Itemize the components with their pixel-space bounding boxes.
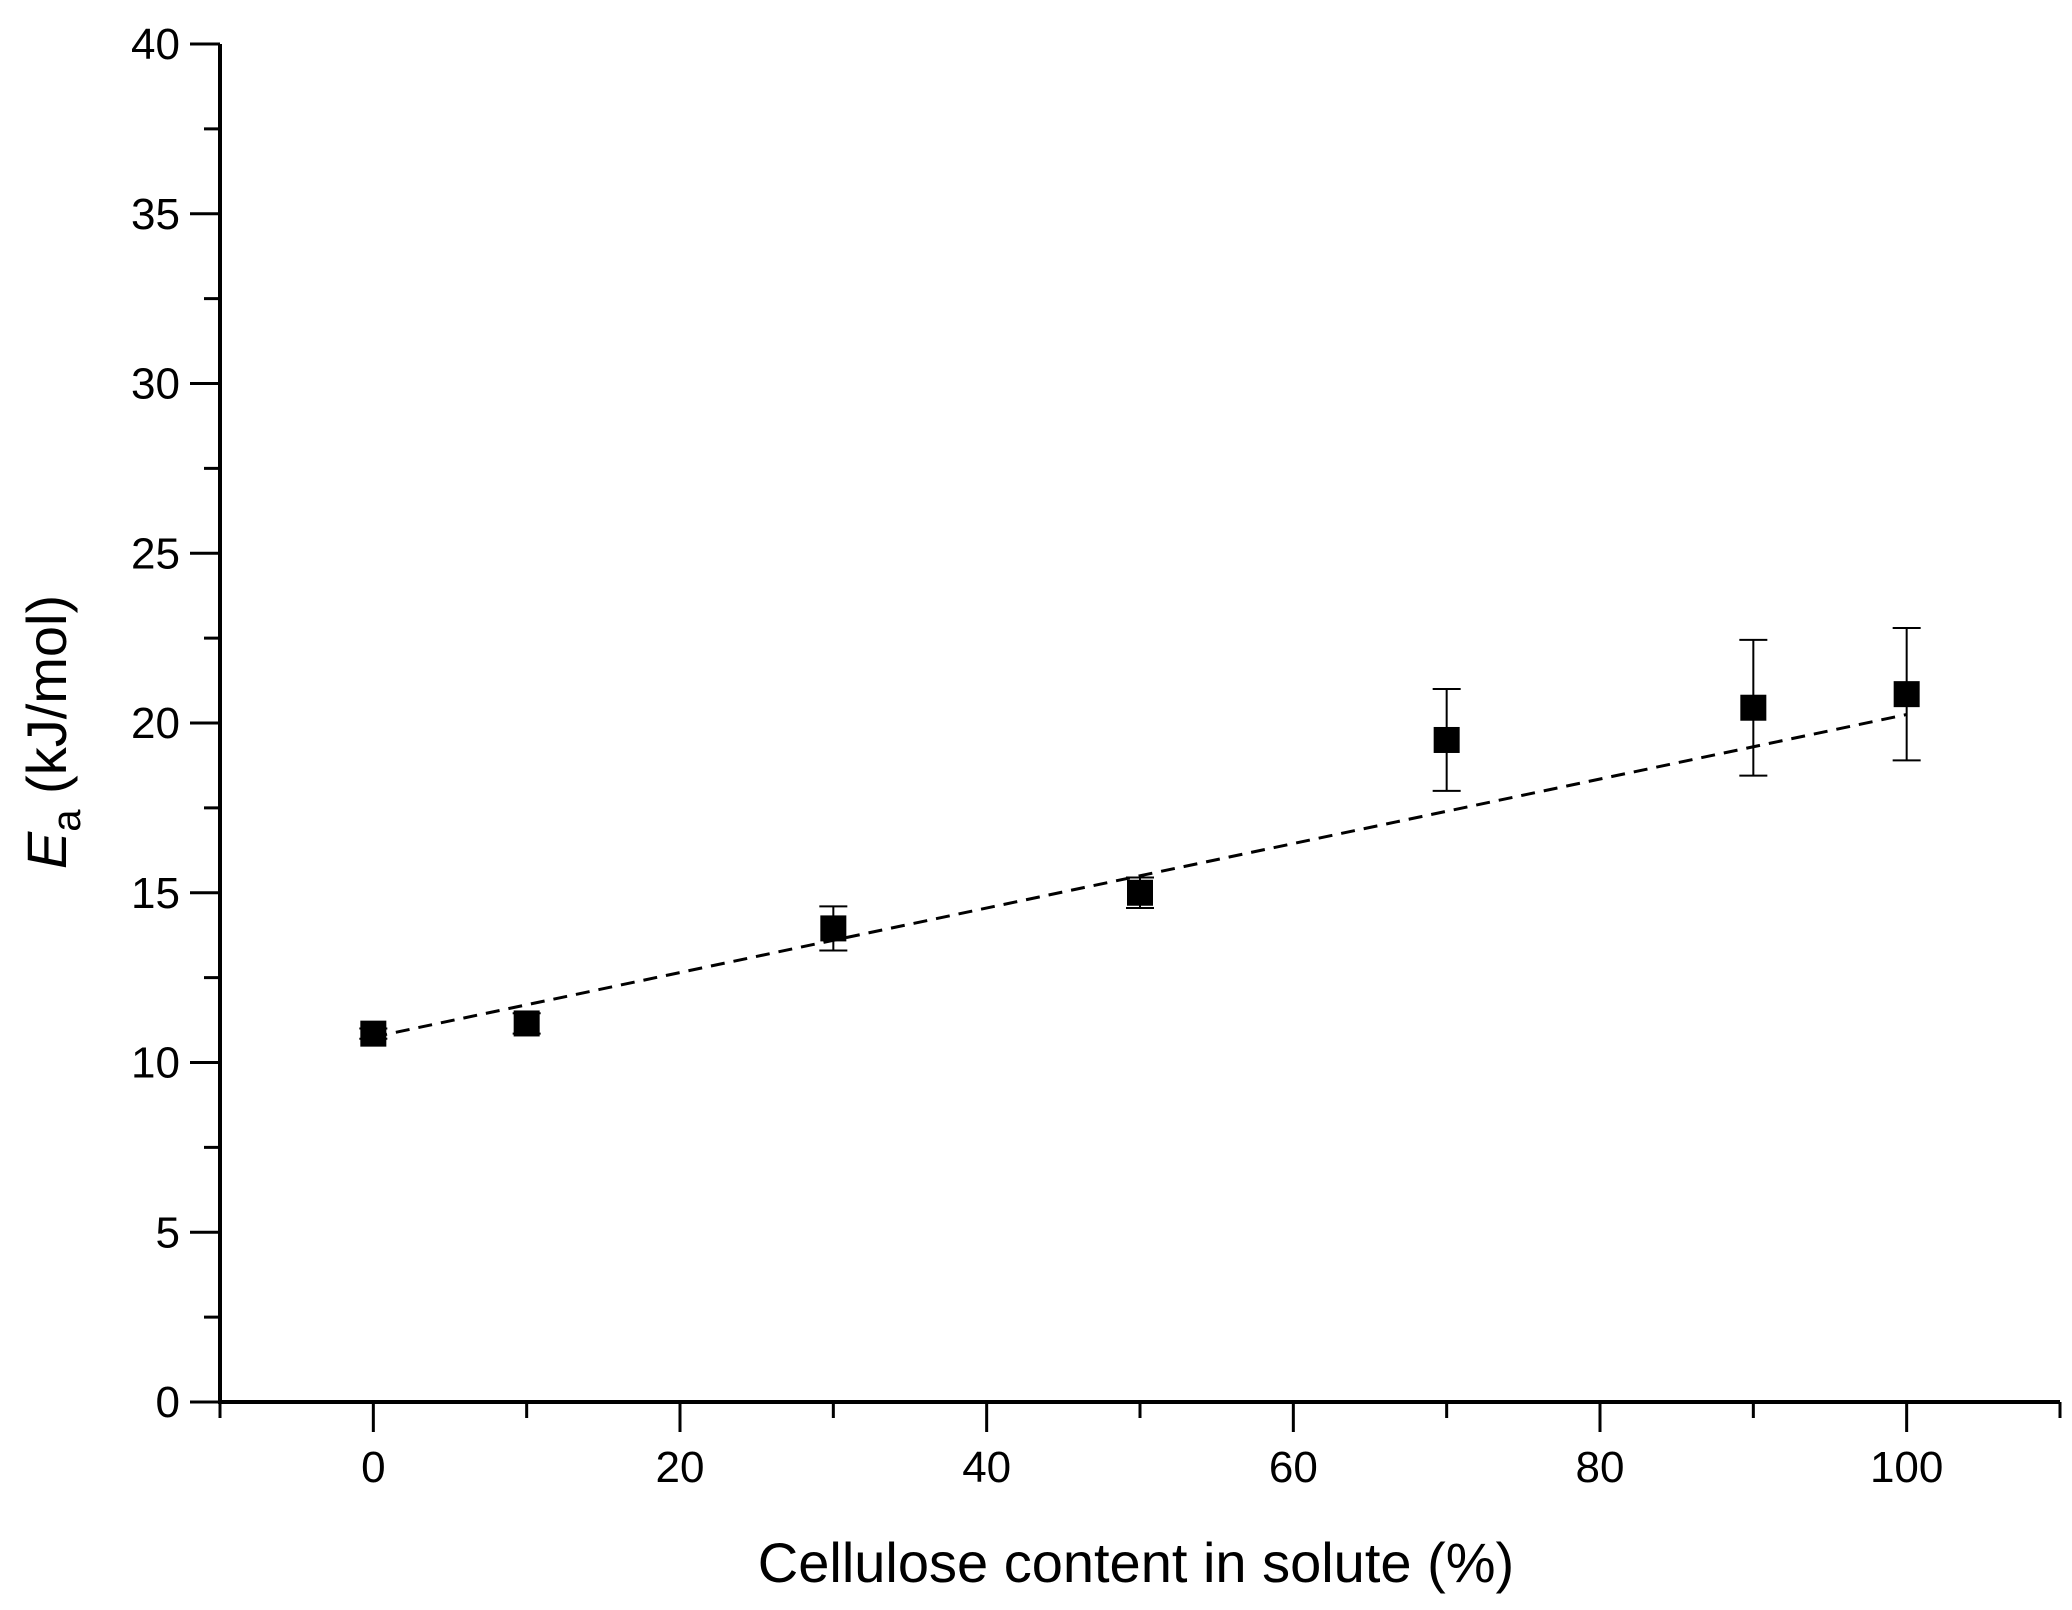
y-axis-title-sub: a [45,809,89,832]
y-tick-label: 20 [131,699,180,748]
y-tick-label: 30 [131,360,180,409]
x-tick-label: 100 [1870,1443,1943,1492]
data-point [820,915,847,942]
y-axis-title-main: E [15,831,78,869]
fit-line-group [373,713,1907,1039]
y-tick-label: 10 [131,1039,180,1088]
x-tick-label: 80 [1576,1443,1625,1492]
axes [218,44,2060,1404]
data-point [513,1010,540,1037]
y-axis-title-unit: (kJ/mol) [15,595,78,810]
ticks: 0 5 10 15 20 25 30 35 40 0 20 40 60 80 100 [131,20,2062,1492]
x-tick-label: 20 [656,1443,705,1492]
y-axis-title: Ea (kJ/mol) [15,595,89,869]
y-tick-label: 25 [131,529,180,578]
data-point [1433,726,1460,753]
y-tick-label: 40 [131,20,180,69]
x-tick-label: 60 [1269,1443,1318,1492]
data-point [360,1020,387,1047]
y-tick-label: 15 [131,869,180,918]
y-tick-label: 0 [156,1378,180,1427]
data-point [1127,879,1153,906]
data-point [1740,694,1767,721]
x-tick-label: 40 [962,1443,1011,1492]
x-axis-title: Cellulose content in solute (%) [758,1531,1514,1594]
x-tick-label: 0 [361,1443,385,1492]
error-bars [359,626,1921,1040]
data-points [360,681,1920,1047]
fit-line [373,713,1907,1039]
y-tick-label: 5 [156,1208,180,1257]
data-point [1893,681,1920,708]
y-tick-label: 35 [131,190,180,239]
